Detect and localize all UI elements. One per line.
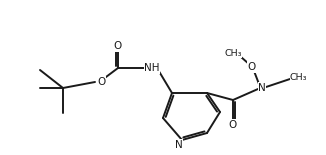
Text: O: O (97, 77, 105, 87)
Text: NH: NH (144, 63, 160, 73)
Text: O: O (229, 120, 237, 130)
Text: O: O (248, 62, 256, 72)
Text: N: N (175, 140, 183, 150)
Text: N: N (258, 83, 266, 93)
Text: CH₃: CH₃ (290, 73, 307, 82)
Text: CH₃: CH₃ (224, 49, 242, 58)
Text: O: O (114, 41, 122, 51)
